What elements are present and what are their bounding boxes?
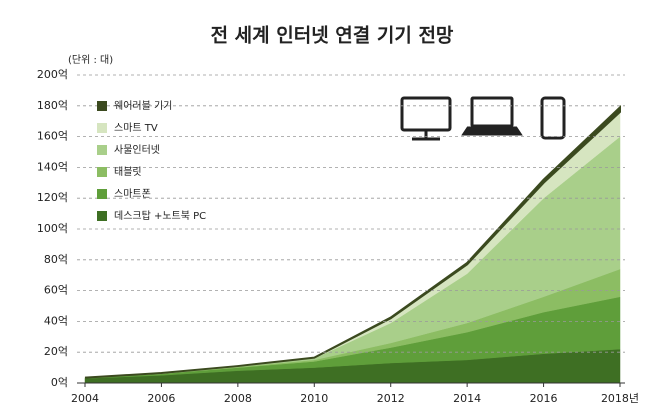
legend-label: 웨어러블 기기 <box>114 100 172 112</box>
y-tick-label: 0억 <box>51 376 68 389</box>
area <box>84 105 621 379</box>
x-tick-label: 2014 <box>453 392 481 405</box>
unit-label: (단위 : 대) <box>68 53 113 66</box>
x-tick-label: 2006 <box>147 392 175 405</box>
legend-label: 스마트폰 <box>114 188 151 200</box>
y-tick-label: 120억 <box>37 191 68 204</box>
areas <box>84 105 621 384</box>
y-tick-label: 80억 <box>44 253 68 266</box>
device-icons <box>400 96 566 141</box>
legend-label: 태블릿 <box>114 166 142 178</box>
x-tick-label: 2010 <box>300 392 328 405</box>
legend-swatch <box>97 167 107 177</box>
legend-swatch <box>97 123 107 133</box>
y-tick-label: 40억 <box>44 314 68 327</box>
legend-swatch <box>97 101 107 111</box>
x-tick-label: 2012 <box>377 392 405 405</box>
x-tick-label: 2008 <box>224 392 252 405</box>
y-tick-label: 60억 <box>44 284 68 297</box>
chart-title: 전 세계 인터넷 연결 기기 전망 <box>211 25 454 47</box>
legend-label: 스마트 TV <box>114 122 158 134</box>
legend-swatch <box>97 189 107 199</box>
legend-label: 데스크탑 +노트북 PC <box>114 210 206 222</box>
x-tick-label: 2004 <box>71 392 99 405</box>
y-tick-label: 20억 <box>44 345 68 358</box>
y-tick-label: 140억 <box>37 160 68 173</box>
x-tick-label: 2016 <box>530 392 558 405</box>
x-tick-label: 2018년 <box>601 392 639 405</box>
y-tick-label: 160억 <box>37 130 68 143</box>
legend-swatch <box>97 211 107 221</box>
y-tick-label: 100억 <box>37 222 68 235</box>
y-tick-label: 180억 <box>37 99 68 112</box>
plot: 0억 20억 40억 60억 80억 100억 120억 140억 160억 180억 200억 20… <box>37 68 639 405</box>
legend-swatch <box>97 145 107 155</box>
y-tick-label: 200억 <box>37 68 68 81</box>
legend-label: 사물인터넷 <box>114 144 160 156</box>
